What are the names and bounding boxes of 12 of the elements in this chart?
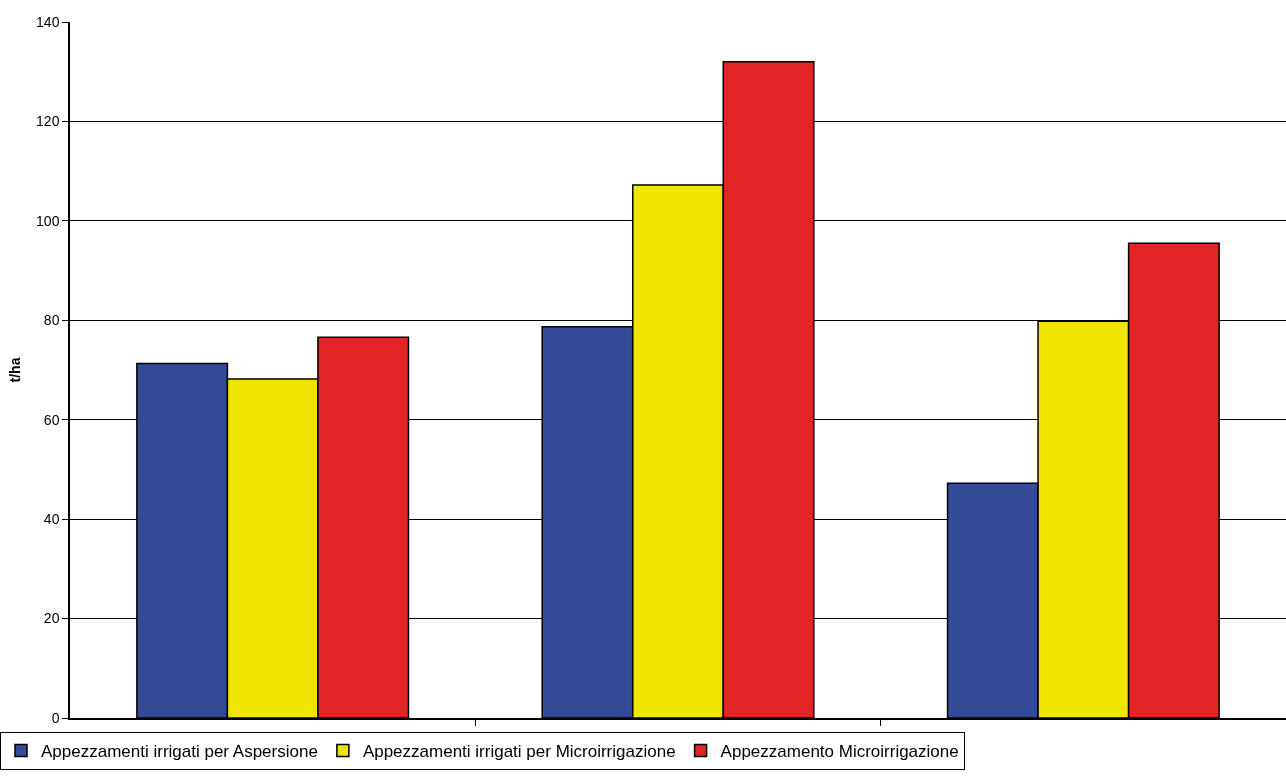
y-tick-label: 140: [36, 13, 60, 30]
y-tick-label: 80: [43, 312, 60, 329]
y-tick-label: 120: [36, 113, 60, 130]
legend-label: Appezzamenti irrigati per Microirrigazione: [362, 742, 676, 762]
y-tick-label: 40: [43, 511, 60, 528]
y-tick-label: 20: [43, 610, 60, 627]
y-tick-label: 100: [36, 212, 60, 229]
y-axis-title: t/ha: [7, 357, 24, 383]
legend-label: Appezzamento Microirrigazione: [720, 742, 959, 762]
y-tick-label: 60: [43, 411, 60, 428]
legend-label: Appezzamenti irrigati per Aspersione: [41, 742, 318, 762]
y-tick-label: 0: [51, 709, 60, 726]
